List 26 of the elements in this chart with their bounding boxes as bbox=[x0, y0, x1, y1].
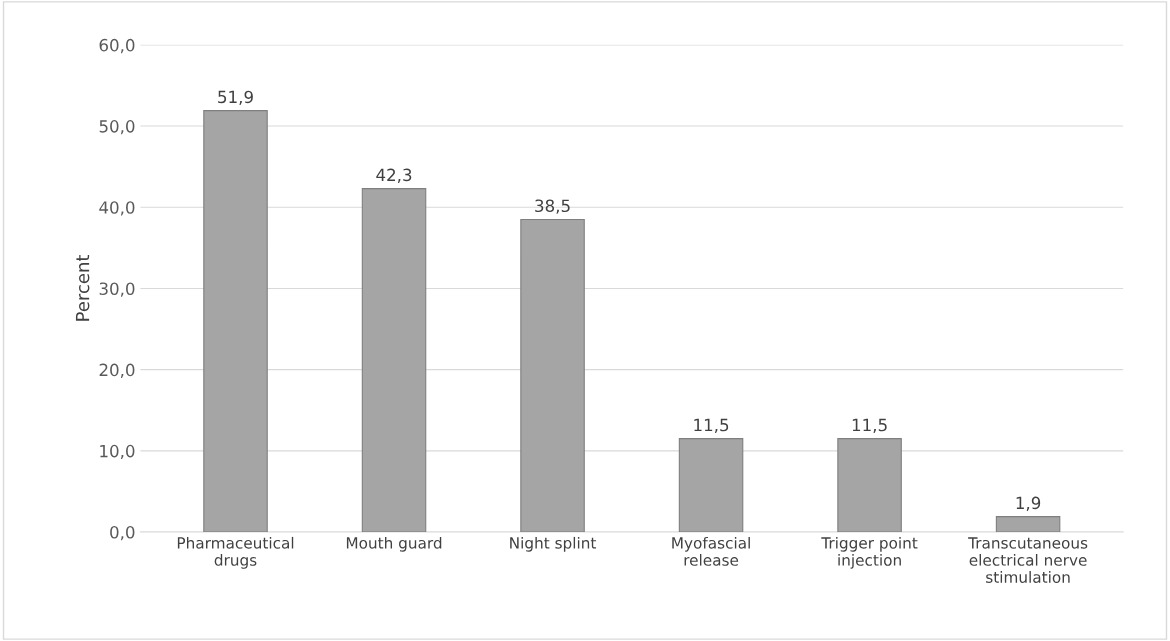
y-tick-label: 20,0 bbox=[99, 363, 135, 378]
data-label: 11,5 bbox=[852, 418, 887, 433]
data-label: 42,3 bbox=[376, 168, 412, 183]
y-tick-label: 50,0 bbox=[99, 120, 135, 135]
x-tick-label: Myofascial release bbox=[672, 536, 750, 566]
bar bbox=[995, 516, 1061, 533]
y-tick-label: 10,0 bbox=[100, 444, 135, 460]
y-tick-label: 40,0 bbox=[99, 201, 135, 216]
x-tick-label: Trigger point injection bbox=[821, 536, 918, 569]
x-tick-label: Pharmaceutical drugs bbox=[177, 536, 294, 569]
y-tick-label: 0,0 bbox=[110, 525, 135, 541]
data-label: 38,5 bbox=[535, 199, 570, 214]
y-tick-label: 60,0 bbox=[99, 38, 135, 54]
bar bbox=[203, 110, 268, 533]
y-axis-title: Percent bbox=[75, 254, 90, 321]
bar bbox=[520, 218, 585, 533]
x-tick-label: Transcutaneous electrical nerve stimulation bbox=[968, 537, 1088, 583]
data-label: 51,9 bbox=[218, 90, 253, 105]
bar bbox=[678, 438, 744, 533]
x-tick-label: Mouth guard bbox=[346, 536, 442, 552]
x-tick-label: Night splint bbox=[510, 536, 597, 552]
data-label: 11,5 bbox=[694, 418, 729, 433]
bar bbox=[837, 438, 902, 533]
data-label: 1,9 bbox=[1016, 496, 1041, 511]
bar bbox=[361, 188, 427, 533]
y-tick-label: 30,0 bbox=[99, 282, 135, 297]
